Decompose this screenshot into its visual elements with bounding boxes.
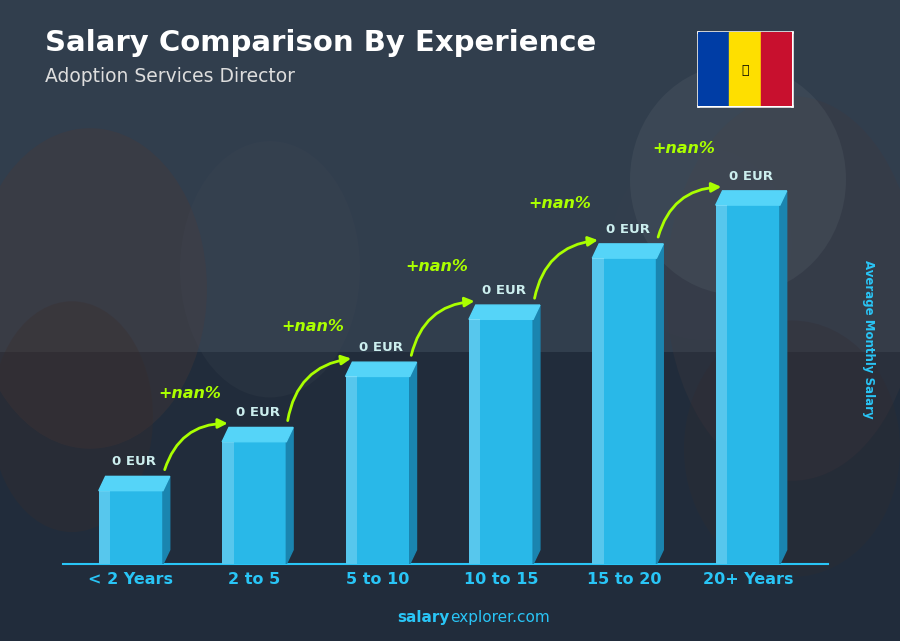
Text: 0 EUR: 0 EUR xyxy=(729,170,773,183)
Polygon shape xyxy=(346,362,417,376)
Text: 🛡: 🛡 xyxy=(741,64,749,77)
Polygon shape xyxy=(222,428,293,442)
Text: salary: salary xyxy=(398,610,450,625)
Ellipse shape xyxy=(684,320,900,577)
Polygon shape xyxy=(410,362,417,564)
Bar xyxy=(760,32,792,106)
Polygon shape xyxy=(656,244,663,564)
Bar xyxy=(222,442,234,564)
Text: Salary Comparison By Experience: Salary Comparison By Experience xyxy=(45,29,596,57)
Text: Adoption Services Director: Adoption Services Director xyxy=(45,67,295,87)
Bar xyxy=(698,32,729,106)
Bar xyxy=(469,319,481,564)
Ellipse shape xyxy=(630,64,846,295)
Bar xyxy=(346,376,357,564)
Bar xyxy=(592,258,656,564)
Text: 0 EUR: 0 EUR xyxy=(236,406,280,419)
Text: +nan%: +nan% xyxy=(282,319,345,333)
Polygon shape xyxy=(163,476,170,564)
Bar xyxy=(592,258,604,564)
Polygon shape xyxy=(780,191,787,564)
Polygon shape xyxy=(469,305,540,319)
Text: 0 EUR: 0 EUR xyxy=(112,455,157,468)
Ellipse shape xyxy=(0,301,153,532)
Polygon shape xyxy=(99,476,170,490)
Bar xyxy=(716,205,727,564)
Text: 0 EUR: 0 EUR xyxy=(606,222,650,236)
Bar xyxy=(469,319,533,564)
Ellipse shape xyxy=(612,147,792,340)
Ellipse shape xyxy=(270,115,630,269)
Bar xyxy=(729,32,760,106)
Bar xyxy=(716,205,780,564)
Ellipse shape xyxy=(0,128,207,449)
Bar xyxy=(222,442,286,564)
Polygon shape xyxy=(286,428,293,564)
Polygon shape xyxy=(533,305,540,564)
Bar xyxy=(99,490,163,564)
Text: +nan%: +nan% xyxy=(652,141,715,156)
Bar xyxy=(346,376,410,564)
Text: 0 EUR: 0 EUR xyxy=(482,284,526,297)
Bar xyxy=(99,490,111,564)
Ellipse shape xyxy=(666,96,900,481)
Ellipse shape xyxy=(180,141,360,397)
Text: +nan%: +nan% xyxy=(158,386,221,401)
Text: 0 EUR: 0 EUR xyxy=(359,341,403,354)
Text: +nan%: +nan% xyxy=(405,260,468,274)
Polygon shape xyxy=(716,191,787,205)
Text: +nan%: +nan% xyxy=(528,196,591,212)
Text: explorer.com: explorer.com xyxy=(450,610,550,625)
Polygon shape xyxy=(592,244,663,258)
Text: Average Monthly Salary: Average Monthly Salary xyxy=(862,260,875,419)
